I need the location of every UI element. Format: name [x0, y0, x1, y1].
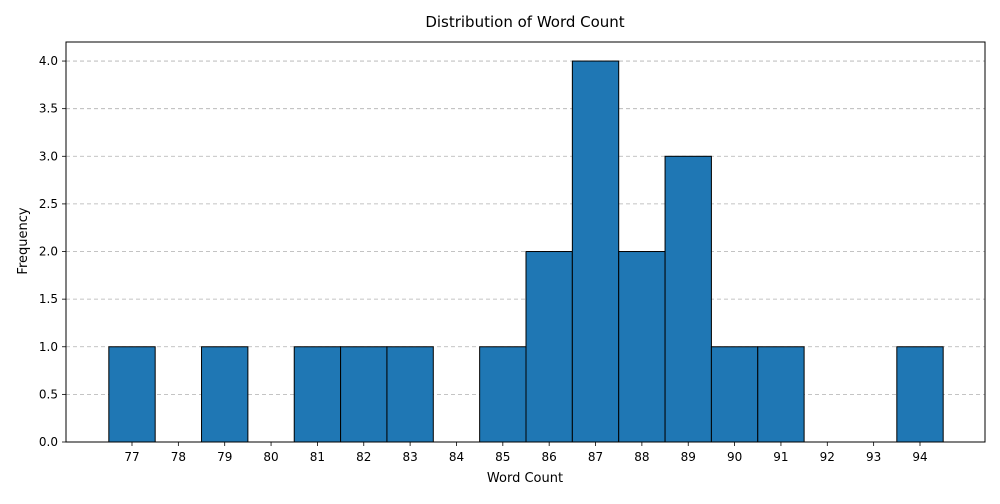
x-tick-label: 86: [542, 450, 557, 464]
bar-94: [896, 346, 944, 443]
x-tick-label: 94: [912, 450, 927, 464]
bar-90: [710, 346, 759, 443]
x-tick-label: 77: [124, 450, 139, 464]
x-tick-label: 90: [727, 450, 742, 464]
y-tick-label: 4.0: [39, 54, 58, 68]
x-tick-label: 93: [866, 450, 881, 464]
bar-89: [664, 155, 712, 443]
x-tick-label: 84: [449, 450, 464, 464]
x-tick-label: 83: [402, 450, 417, 464]
bar-77: [108, 346, 156, 443]
x-tick-label: 88: [634, 450, 649, 464]
x-tick-label: 81: [310, 450, 325, 464]
y-tick-label: 0.5: [39, 387, 58, 401]
y-tick-label: 2.0: [39, 245, 58, 259]
y-tick-label: 1.5: [39, 292, 58, 306]
x-tick-label: 80: [263, 450, 278, 464]
bar-79: [201, 346, 249, 443]
y-tick-label: 3.0: [39, 149, 58, 163]
x-tick-label: 87: [588, 450, 603, 464]
x-tick-label: 79: [217, 450, 232, 464]
x-tick-label: 89: [681, 450, 696, 464]
bar-83: [386, 346, 434, 443]
bar-85: [479, 346, 527, 443]
bar-91: [757, 346, 805, 443]
x-tick-label: 91: [773, 450, 788, 464]
y-tick-label: 2.5: [39, 197, 58, 211]
plot-frame: [65, 41, 986, 443]
chart-title: Distribution of Word Count: [425, 13, 624, 31]
bar-81: [293, 346, 342, 443]
x-tick-label: 78: [171, 450, 186, 464]
bar-82: [340, 346, 388, 443]
y-tick-label: 3.5: [39, 102, 58, 116]
y-tick-label: 0.0: [39, 435, 58, 449]
x-tick-label: 82: [356, 450, 371, 464]
y-axis-label: Frequency: [16, 207, 31, 274]
y-tick-label: 1.0: [39, 340, 58, 354]
x-axis-label: Word Count: [487, 471, 563, 486]
bar-88: [618, 251, 666, 443]
x-axis-ticks: 77 78 79 80 81 82 83 84 85 86 87 88 89 90 91 92 93 94: [124, 442, 928, 464]
x-tick-label: 85: [495, 450, 510, 464]
y-axis-ticks: 0.0 0.5 1.0 1.5 2.0 2.5 3.0 3.5 4.0: [39, 54, 66, 449]
x-tick-label: 92: [820, 450, 835, 464]
axes: [65, 41, 986, 443]
bar-86: [525, 251, 573, 443]
bars: [108, 60, 944, 443]
bar-87: [571, 60, 620, 443]
